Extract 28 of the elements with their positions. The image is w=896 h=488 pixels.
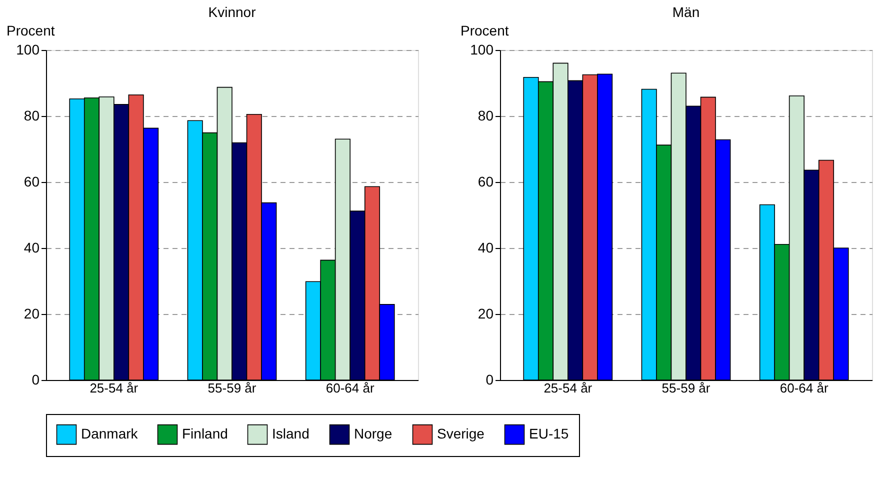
y-axis-title: Procent [6,22,55,38]
x-tick-label: 25-54 år [90,380,139,396]
y-tick-label: 80 [478,108,494,124]
y-tick-label: 60 [478,174,494,190]
legend-label: Norge [354,426,392,442]
y-tick-label: 0 [486,372,494,388]
y-tick-label: 40 [24,240,40,256]
x-tick-label: 55-59 år [208,380,257,396]
legend-label: Danmark [81,426,139,442]
y-tick-label: 0 [32,372,40,388]
y-tick-label: 20 [478,306,494,322]
x-tick-label: 60-64 år [780,380,829,396]
legend-label: Finland [182,426,228,442]
y-tick-label: 20 [24,306,40,322]
legend-label: Sverige [437,426,485,442]
legend-label: EU-15 [529,426,569,442]
y-tick-label: 100 [470,42,494,58]
x-tick-label: 55-59 år [662,380,711,396]
x-tick-label: 60-64 år [326,380,375,396]
chart-title: Män [672,4,700,20]
legend-label: Island [272,426,310,442]
x-tick-label: 25-54 år [544,380,593,396]
y-axis-title: Procent [460,22,509,38]
y-tick-label: 80 [24,108,40,124]
y-tick-label: 40 [478,240,494,256]
y-tick-label: 60 [24,174,40,190]
y-tick-label: 100 [16,42,40,58]
chart-title: Kvinnor [208,4,256,20]
